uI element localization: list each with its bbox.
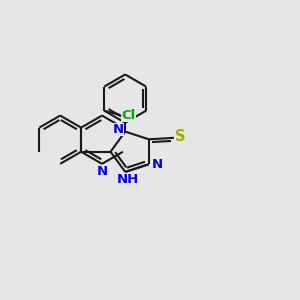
Text: N: N [152, 158, 163, 171]
Text: N: N [97, 165, 108, 178]
Text: Cl: Cl [122, 109, 136, 122]
Text: S: S [175, 129, 186, 144]
Text: N: N [112, 123, 123, 136]
Text: NH: NH [117, 173, 139, 186]
